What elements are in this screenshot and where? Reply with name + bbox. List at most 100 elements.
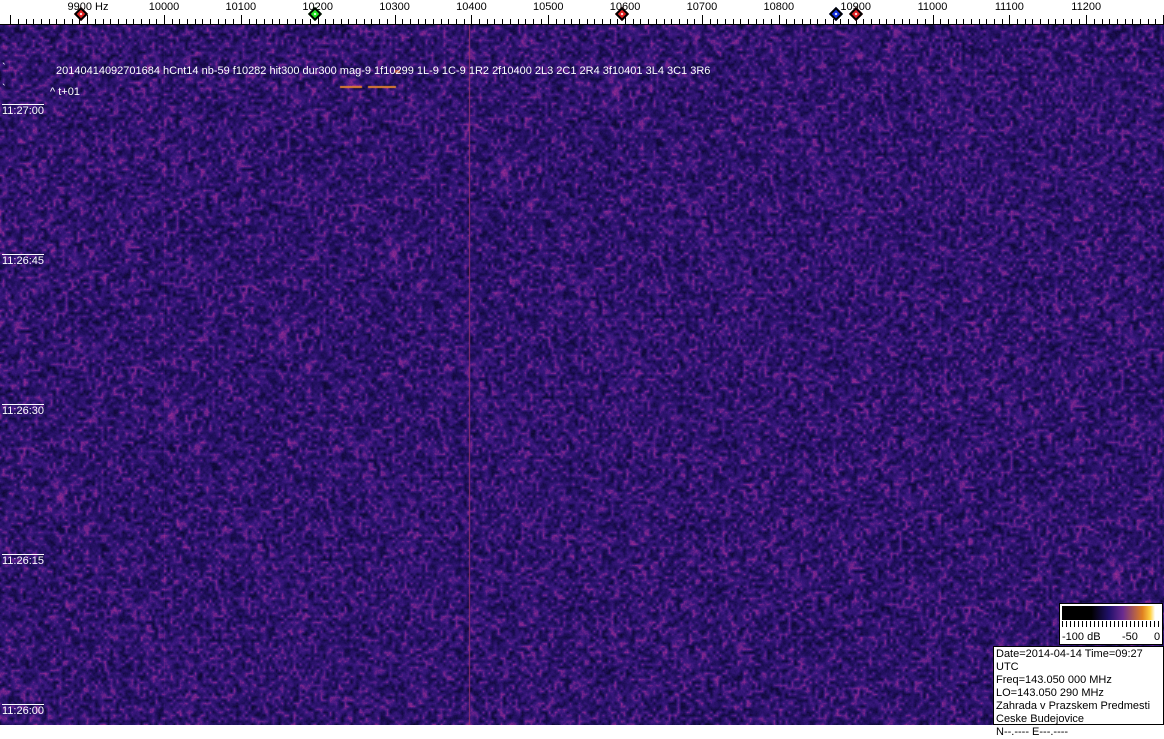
scale-tick	[871, 19, 872, 25]
scale-tick	[18, 19, 19, 25]
scale-tick	[886, 19, 887, 25]
scale-tick	[825, 19, 826, 25]
scale-tick	[648, 19, 649, 25]
scale-tick	[187, 19, 188, 25]
scale-tick	[694, 19, 695, 25]
scale-tick	[325, 19, 326, 25]
scale-tick	[1155, 19, 1156, 25]
scale-tick	[556, 19, 557, 25]
scale-tick	[49, 19, 50, 25]
info-frequency: Freq=143.050 000 MHz	[996, 674, 1112, 686]
scale-tick	[156, 19, 157, 25]
scale-tick	[617, 19, 618, 25]
color-gradient	[1062, 606, 1160, 620]
scale-tick	[202, 19, 203, 25]
scale-tick	[956, 19, 957, 25]
frequency-label: 10100	[225, 1, 257, 13]
scale-tick	[410, 19, 411, 25]
scale-tick	[264, 19, 265, 25]
scale-tick	[79, 19, 80, 25]
scale-tick	[402, 19, 403, 25]
scale-tick	[725, 19, 726, 25]
scale-tick	[763, 19, 764, 25]
frequency-label: 10000	[148, 1, 180, 13]
scale-tick	[733, 19, 734, 25]
scale-tick	[1055, 19, 1056, 25]
scale-tick	[679, 19, 680, 25]
scale-tick	[994, 19, 995, 25]
tick-mark: `	[2, 83, 6, 95]
scale-tick	[464, 19, 465, 25]
color-bar-ticks	[1062, 621, 1160, 627]
scale-tick	[110, 19, 111, 25]
scale-tick	[602, 19, 603, 25]
frequency-scale: 9900 Hz 10000 10100 10200 10300 10400 10500 10…	[0, 0, 1164, 25]
scale-tick	[348, 19, 349, 25]
scale-tick	[72, 19, 73, 25]
scale-tick	[702, 15, 703, 25]
detection-text: 20140414092701684 hCnt14 nb-59 f10282 hi…	[56, 65, 711, 77]
info-lo: LO=143.050 290 MHz	[996, 687, 1104, 699]
scale-tick	[249, 19, 250, 25]
scale-tick	[848, 19, 849, 25]
info-coordinates: N--.---- E---.----	[996, 726, 1069, 738]
scale-tick	[1148, 19, 1149, 25]
scale-tick	[917, 19, 918, 25]
info-date-time: Date=2014-04-14 Time=09:27 UTC	[996, 648, 1143, 673]
color-bar-label-mid: -50	[1122, 631, 1138, 643]
scale-baseline	[0, 24, 1164, 25]
scale-tick	[395, 15, 396, 25]
scale-tick	[902, 19, 903, 25]
info-city: Ceske Budejovice	[996, 713, 1085, 725]
scale-tick	[533, 19, 534, 25]
scale-tick	[525, 19, 526, 25]
scale-tick	[894, 19, 895, 25]
scale-tick	[1002, 19, 1003, 25]
scale-tick	[179, 19, 180, 25]
scale-tick	[940, 19, 941, 25]
scale-tick	[1025, 19, 1026, 25]
scale-tick	[740, 19, 741, 25]
scale-tick	[1009, 15, 1010, 25]
scale-tick	[979, 19, 980, 25]
scale-tick	[164, 15, 165, 25]
scale-tick	[1040, 19, 1041, 25]
scale-tick	[779, 15, 780, 25]
scale-tick	[802, 19, 803, 25]
scale-tick	[333, 19, 334, 25]
scale-tick	[379, 19, 380, 25]
scale-tick	[441, 19, 442, 25]
scale-tick	[717, 19, 718, 25]
frequency-unit-label: 9900 Hz	[67, 1, 109, 13]
scale-tick	[748, 19, 749, 25]
scale-tick	[356, 19, 357, 25]
scale-tick	[487, 19, 488, 25]
scale-tick	[671, 19, 672, 25]
scale-tick	[1032, 19, 1033, 25]
scale-tick	[103, 19, 104, 25]
scale-tick	[664, 19, 665, 25]
scale-tick	[141, 19, 142, 25]
scale-tick	[471, 15, 472, 25]
scale-tick	[1117, 19, 1118, 25]
scale-tick	[371, 19, 372, 25]
color-bar-label-min: -100 dB	[1062, 631, 1101, 643]
scale-tick	[971, 19, 972, 25]
frequency-label: 11100	[994, 1, 1024, 13]
scale-tick	[494, 19, 495, 25]
scale-tick	[10, 15, 11, 25]
time-label: 11:26:45	[2, 254, 45, 267]
scale-tick	[625, 15, 626, 25]
scale-tick	[879, 19, 880, 25]
scale-tick	[863, 19, 864, 25]
scale-tick	[95, 19, 96, 25]
scale-tick	[710, 19, 711, 25]
scale-tick	[656, 19, 657, 25]
scale-tick	[64, 19, 65, 25]
scale-tick	[541, 19, 542, 25]
info-location: Zahrada v Prazskem Predmesti	[996, 700, 1151, 712]
waterfall-spectrogram[interactable]	[0, 25, 1164, 725]
scale-tick	[786, 19, 787, 25]
scale-tick	[256, 19, 257, 25]
scale-tick	[195, 19, 196, 25]
